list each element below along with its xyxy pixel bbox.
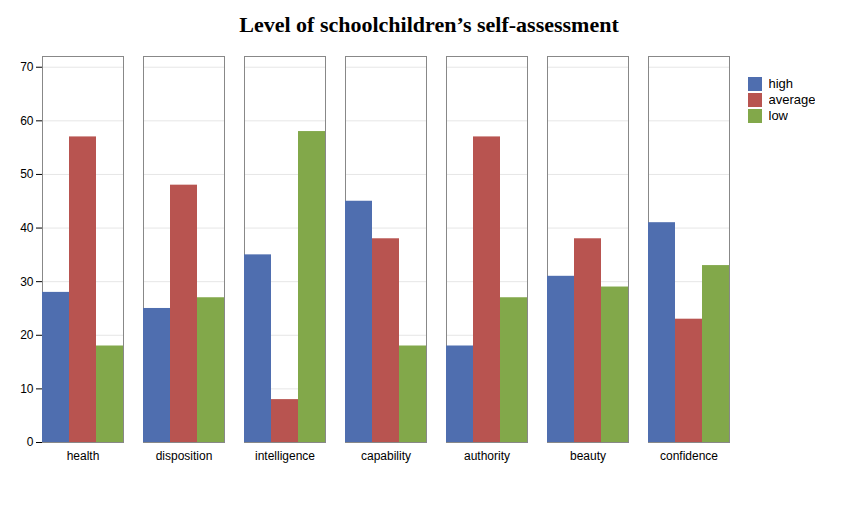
svg-text:capability: capability bbox=[361, 449, 411, 463]
svg-text:60: 60 bbox=[20, 114, 34, 128]
svg-text:health: health bbox=[67, 449, 100, 463]
svg-text:50: 50 bbox=[20, 167, 34, 181]
svg-text:70: 70 bbox=[20, 60, 34, 74]
html-text:high: high bbox=[768, 76, 794, 91]
svg-text:disposition: disposition bbox=[156, 449, 213, 463]
html-text:average: average bbox=[768, 92, 816, 107]
html-text:Level of schoolchildren’s self: Level of schoolchildren’s self-assessmen… bbox=[239, 12, 619, 37]
svg-text:30: 30 bbox=[20, 275, 34, 289]
svg-text:intelligence: intelligence bbox=[255, 449, 315, 463]
svg-text:20: 20 bbox=[20, 328, 34, 342]
svg-text:authority: authority bbox=[464, 449, 510, 463]
svg-text:beauty: beauty bbox=[570, 449, 606, 463]
svg-text:confidence: confidence bbox=[660, 449, 718, 463]
svg-text:0: 0 bbox=[27, 435, 34, 449]
html-text:low: low bbox=[768, 108, 788, 123]
svg-text:40: 40 bbox=[20, 221, 34, 235]
svg-text:10: 10 bbox=[20, 382, 34, 396]
